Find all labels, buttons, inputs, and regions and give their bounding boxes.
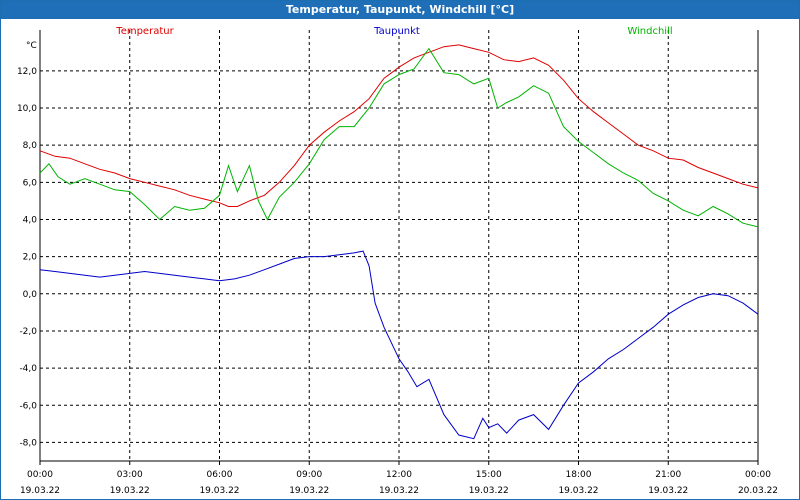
y-tick-label: 2,0 [23,253,38,263]
x-tick-time: 21:00 [655,470,681,480]
chart-title: Temperatur, Taupunkt, Windchill [°C] [1,1,799,19]
y-tick-label: 0,0 [23,290,38,300]
x-tick-date: 19.03.22 [289,486,329,496]
x-tick-date: 19.03.22 [20,486,60,496]
x-tick-date: 19.03.22 [648,486,688,496]
x-tick-time: 00:00 [27,470,53,480]
x-tick-date: 20.03.22 [738,486,778,496]
x-tick-time: 18:00 [566,470,592,480]
legend: Temperatur Taupunkt Windchill [115,26,672,37]
y-tick-label: 12,0 [17,67,37,77]
x-tick-date: 19.03.22 [110,486,150,496]
x-tick-time: 15:00 [476,470,502,480]
y-tick-label: -4,0 [19,364,37,374]
y-tick-label: -8,0 [19,438,37,448]
series-line-taupunkt [39,250,759,440]
legend-temperatur: Temperatur [115,26,174,37]
x-tick-date: 19.03.22 [558,486,598,496]
x-tick-time: 00:00 [745,470,771,480]
x-tick-date: 19.03.22 [469,486,509,496]
x-tick-date: 19.03.22 [379,486,419,496]
y-tick-label: 4,0 [23,215,38,225]
y-tick-label: -2,0 [19,327,37,337]
grid [40,30,758,461]
series-line-temperatur [39,44,759,207]
x-tick-time: 03:00 [117,470,143,480]
y-tick-label: -6,0 [19,401,37,411]
x-tick-time: 06:00 [207,470,233,480]
tick-labels: -8,0 -6,0 -4,0 -2,0 0,0 2,0 4,0 6,0 8,0 10,0 12,0 0… [17,41,778,496]
y-tick-label: 6,0 [23,178,38,188]
x-tick-date: 19.03.22 [199,486,239,496]
legend-windchill: Windchill [627,26,672,37]
x-tick-time: 09:00 [296,470,322,480]
y-axis-label: °C [26,41,37,51]
x-tick-time: 12:00 [386,470,412,480]
series-line-windchill [39,47,759,228]
series-lines [39,44,759,440]
axes [39,30,759,465]
legend-taupunkt: Taupunkt [373,26,420,37]
y-tick-label: 10,0 [17,104,37,114]
y-tick-label: 8,0 [23,141,38,151]
